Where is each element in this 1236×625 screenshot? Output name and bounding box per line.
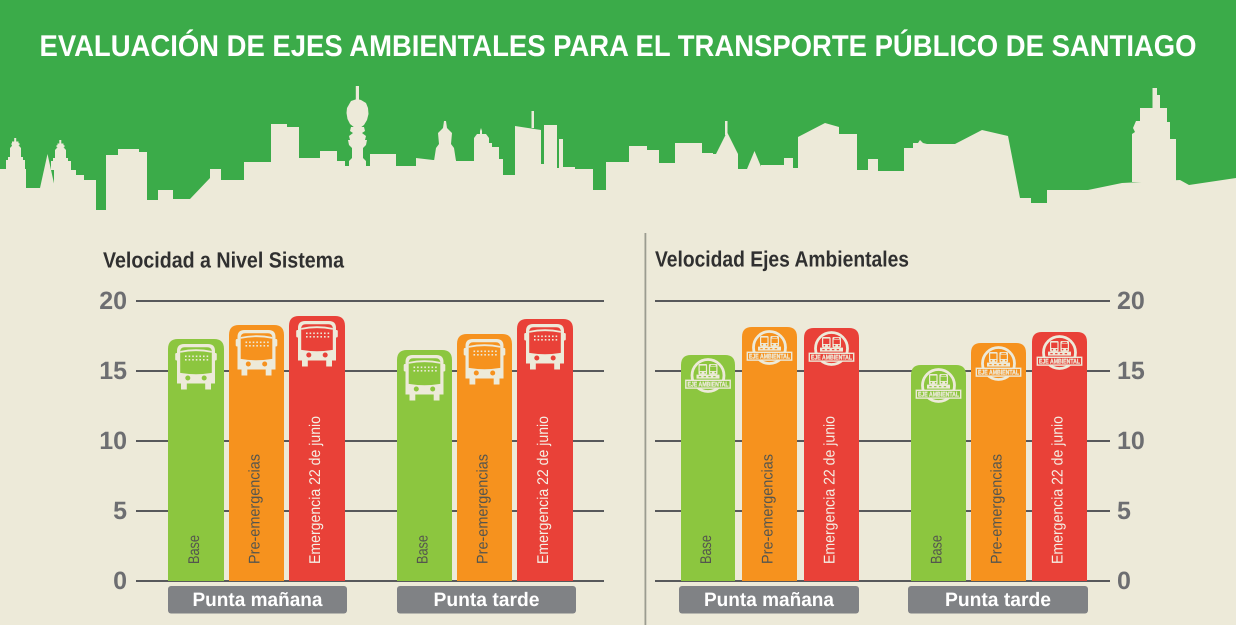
svg-text:EJE AMBIENTAL: EJE AMBIENTAL xyxy=(918,392,959,399)
svg-text:15: 15 xyxy=(99,357,127,385)
svg-text:EJE AMBIENTAL: EJE AMBIENTAL xyxy=(978,370,1019,377)
svg-text:Base: Base xyxy=(186,535,203,564)
svg-text:Pre-emergencias: Pre-emergencias xyxy=(989,454,1006,564)
svg-text:Punta mañana: Punta mañana xyxy=(193,589,323,611)
svg-text:Emergencia 22 de junio: Emergencia 22 de junio xyxy=(307,416,324,564)
svg-text:Emergencia 22 de junio: Emergencia 22 de junio xyxy=(535,416,552,564)
svg-text:EJE AMBIENTAL: EJE AMBIENTAL xyxy=(749,354,790,361)
svg-text:EJE AMBIENTAL: EJE AMBIENTAL xyxy=(811,355,852,362)
svg-text:20: 20 xyxy=(99,287,127,315)
svg-text:Pre-emergencias: Pre-emergencias xyxy=(760,454,777,564)
svg-text:Punta tarde: Punta tarde xyxy=(434,589,540,611)
svg-text:0: 0 xyxy=(1117,567,1131,595)
svg-text:Velocidad Ejes Ambientales: Velocidad Ejes Ambientales xyxy=(655,247,909,272)
svg-text:Pre-emergencias: Pre-emergencias xyxy=(247,454,264,564)
svg-text:15: 15 xyxy=(1117,357,1145,385)
svg-text:Base: Base xyxy=(929,535,946,564)
svg-text:5: 5 xyxy=(1117,497,1131,525)
svg-text:Emergencia 22 de junio: Emergencia 22 de junio xyxy=(822,416,839,564)
svg-text:0: 0 xyxy=(113,567,127,595)
svg-text:Punta tarde: Punta tarde xyxy=(945,589,1051,611)
svg-text:EJE AMBIENTAL: EJE AMBIENTAL xyxy=(1039,359,1080,366)
svg-text:EVALUACIÓN DE EJES AMBIENTALES: EVALUACIÓN DE EJES AMBIENTALES PARA EL T… xyxy=(40,29,1197,63)
svg-text:Emergencia 22 de junio: Emergencia 22 de junio xyxy=(1050,416,1067,564)
svg-text:Base: Base xyxy=(698,535,715,564)
svg-text:5: 5 xyxy=(113,497,127,525)
svg-text:Velocidad a Nivel Sistema: Velocidad a Nivel Sistema xyxy=(103,248,345,273)
svg-text:Pre-emergencias: Pre-emergencias xyxy=(475,454,492,564)
svg-text:20: 20 xyxy=(1117,287,1145,315)
svg-text:10: 10 xyxy=(1117,427,1145,455)
svg-text:10: 10 xyxy=(99,427,127,455)
svg-text:Base: Base xyxy=(415,535,432,564)
svg-text:EJE AMBIENTAL: EJE AMBIENTAL xyxy=(688,382,729,389)
svg-text:Punta mañana: Punta mañana xyxy=(704,589,834,611)
